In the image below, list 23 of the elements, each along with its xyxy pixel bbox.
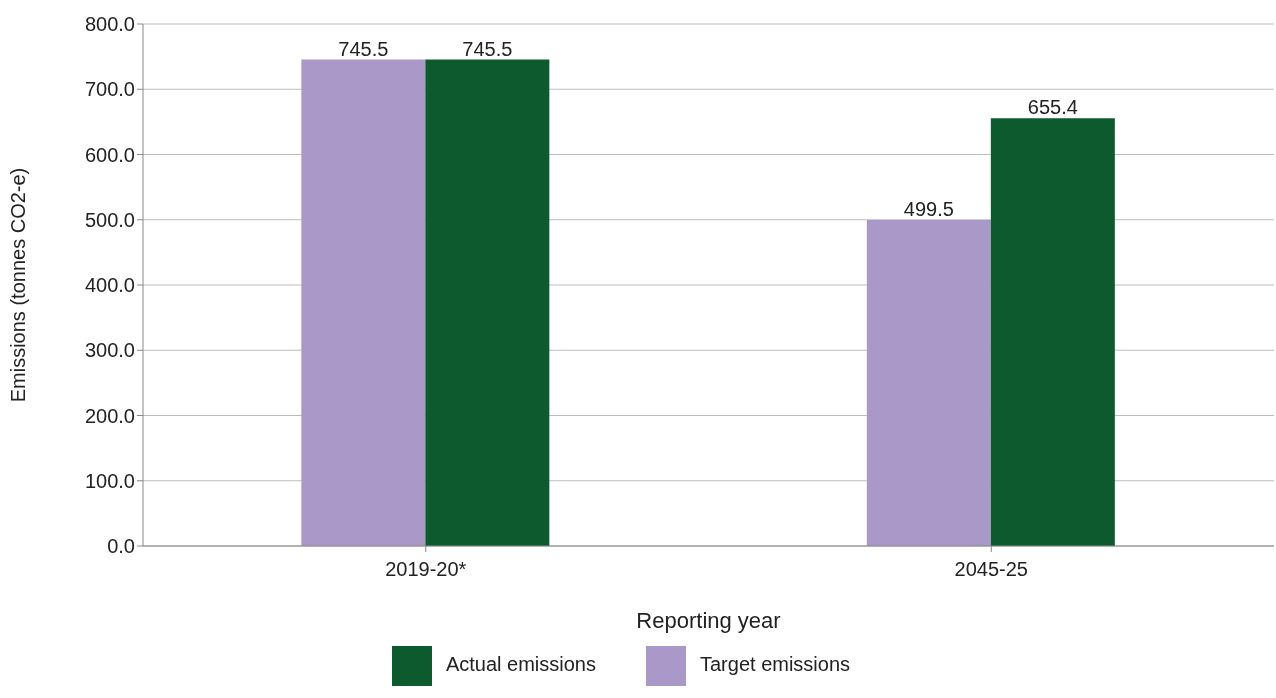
y-tick-label: 400.0 (84, 274, 135, 297)
bar (301, 59, 426, 546)
data-label: 745.5 (462, 37, 513, 60)
x-tick-label: 2045-25 (954, 558, 1028, 581)
y-tick-label: 200.0 (84, 404, 135, 427)
legend-label: Actual emissions (445, 653, 596, 676)
y-tick-label: 300.0 (84, 339, 135, 362)
y-tick-label: 800.0 (84, 13, 135, 36)
y-axis-title: Emissions (tonnes CO2-e) (7, 167, 30, 403)
x-axis-title: Reporting year (636, 608, 781, 633)
y-tick-label: 0.0 (107, 535, 135, 558)
data-label: 745.5 (338, 37, 389, 60)
legend-label: Target emissions (700, 653, 851, 676)
y-tick-label: 700.0 (84, 78, 135, 101)
y-tick-label: 500.0 (84, 208, 135, 231)
y-tick-label: 100.0 (84, 469, 135, 492)
bar (425, 59, 550, 546)
bar (866, 220, 991, 546)
bar (990, 118, 1115, 546)
y-tick-label: 600.0 (84, 143, 135, 166)
x-tick-label: 2019-20* (385, 558, 467, 581)
data-label: 499.5 (903, 198, 954, 221)
data-label: 655.4 (1027, 96, 1078, 119)
